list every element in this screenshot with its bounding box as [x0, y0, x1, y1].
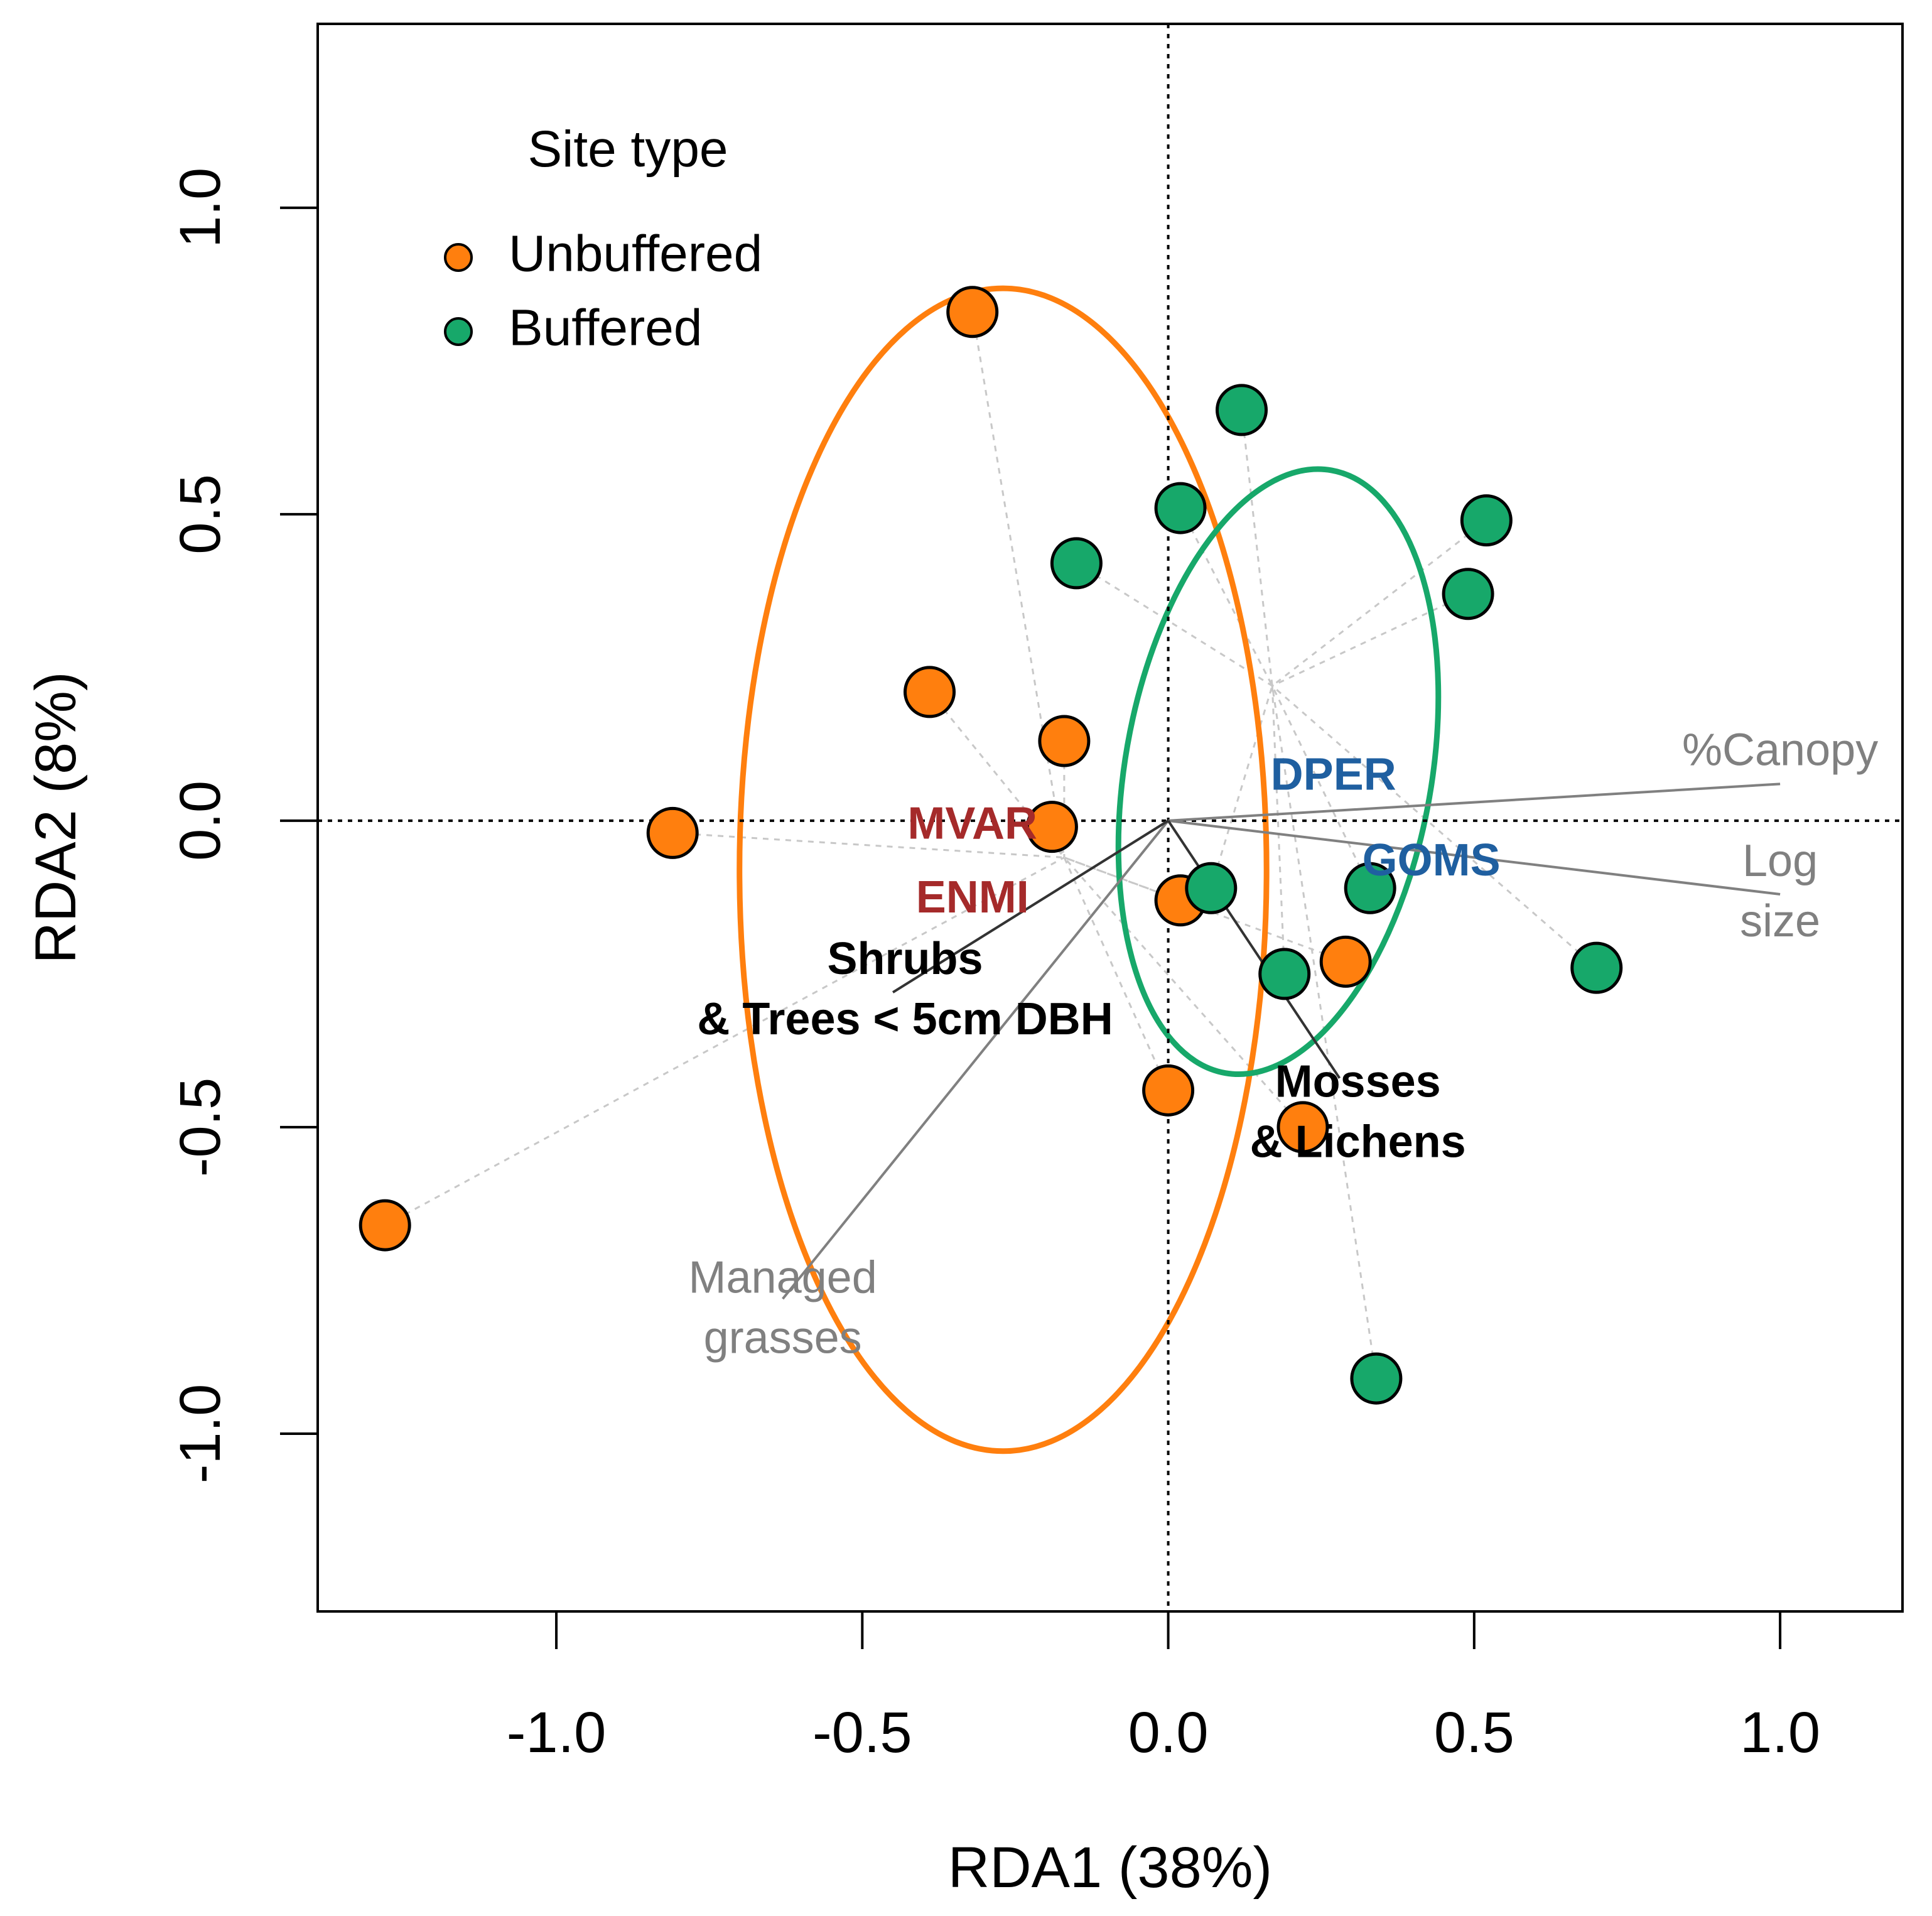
- spoke-buffered-4: [1271, 593, 1469, 687]
- site-points: [359, 286, 1623, 1405]
- vector-arrow-2: [782, 820, 1170, 1300]
- spoke-buffered-5: [1210, 685, 1273, 889]
- confidence-ellipses: [737, 285, 1442, 1454]
- vector-labels: MVAR ENMI DPER GOMS %Canopy Log size Managed gra…: [689, 725, 1879, 1363]
- spoke-buffered-6: [1271, 685, 1371, 889]
- ellipse-buffered: [1115, 466, 1442, 1078]
- species-label-goms: GOMS: [1363, 835, 1501, 885]
- vector-label-3-1: & Trees < 5cm DBH: [697, 994, 1113, 1044]
- spoke-buffered-8: [1271, 685, 1597, 969]
- x-tick-label-3: 0.5: [1434, 1701, 1514, 1765]
- species-label-mvar: MVAR: [907, 799, 1037, 849]
- species-label-dper: DPER: [1271, 750, 1396, 800]
- point-unbuffered-2: [1038, 715, 1091, 767]
- spoke-buffered-3: [1076, 562, 1273, 687]
- vector-label-0-0: %Canopy: [1682, 725, 1878, 776]
- spoke-unbuffered-3: [672, 831, 1065, 858]
- x-axis-label: RDA1 (38%): [948, 1836, 1272, 1900]
- x-tick-label-2: 0.0: [1128, 1701, 1209, 1765]
- site-spokes: [384, 311, 1597, 1379]
- vector-arrow-4: [1167, 820, 1341, 1079]
- point-buffered-7: [1258, 948, 1311, 1000]
- point-unbuffered-0: [946, 286, 999, 338]
- spoke-buffered-7: [1271, 686, 1286, 974]
- vector-label-1-1: size: [1740, 896, 1820, 946]
- point-unbuffered-7: [1142, 1064, 1195, 1117]
- vector-arrow-0: [1168, 782, 1781, 822]
- ellipse-unbuffered: [737, 285, 1270, 1454]
- environmental-vectors: [782, 782, 1781, 1300]
- point-buffered-0: [1216, 384, 1268, 436]
- species-label-enmi: ENMI: [916, 872, 1029, 923]
- legend: Site type Unbuffered Buffered: [444, 121, 762, 357]
- point-buffered-6: [1344, 862, 1396, 914]
- point-unbuffered-6: [1319, 935, 1372, 988]
- legend-title: Site type: [527, 121, 728, 178]
- reference-lines: [318, 24, 1902, 1611]
- point-unbuffered-1: [904, 666, 956, 718]
- point-buffered-1: [1154, 482, 1207, 534]
- spoke-buffered-1: [1179, 507, 1273, 686]
- vector-arrow-3: [892, 820, 1169, 993]
- y-tick-label-0: -1.0: [168, 1384, 232, 1484]
- x-tick-label-4: 1.0: [1740, 1701, 1820, 1765]
- legend-label-1: Buffered: [509, 300, 703, 357]
- point-buffered-4: [1442, 568, 1494, 620]
- spoke-unbuffered-0: [971, 311, 1066, 858]
- point-buffered-2: [1460, 494, 1513, 547]
- point-unbuffered-9: [359, 1199, 411, 1252]
- point-buffered-9: [1350, 1352, 1403, 1405]
- vector-label-2-0: Managed: [689, 1253, 877, 1303]
- spoke-unbuffered-8: [1063, 857, 1304, 1128]
- x-tick-label-0: -1.0: [507, 1701, 607, 1765]
- vector-label-4-1: & Lichens: [1250, 1117, 1466, 1167]
- y-tick-label-4: 1.0: [168, 168, 232, 248]
- y-tick-label-2: 0.0: [168, 781, 232, 861]
- y-axis-label: RDA2 (8%): [24, 671, 88, 963]
- vector-label-4-0: Mosses: [1275, 1056, 1441, 1107]
- axes: -1.0 -0.5 0.0 0.5 1.0 -1.0 -0.5 0.0 0.5 1.0 RDA1 (…: [24, 168, 1820, 1900]
- point-buffered-8: [1570, 941, 1623, 994]
- legend-label-0: Unbuffered: [509, 225, 762, 283]
- spoke-unbuffered-1: [929, 691, 1066, 858]
- spoke-buffered-9: [1271, 685, 1378, 1379]
- vector-arrow-1: [1168, 819, 1781, 896]
- y-tick-label-1: -0.5: [168, 1078, 232, 1177]
- x-tick-label-1: -0.5: [812, 1701, 912, 1765]
- point-buffered-3: [1050, 537, 1103, 590]
- y-tick-label-3: 0.5: [168, 474, 232, 555]
- legend-marker-0: [444, 243, 473, 272]
- vector-label-2-1: grasses: [704, 1313, 862, 1363]
- point-buffered-5: [1185, 862, 1238, 914]
- plot-frame: [316, 23, 1904, 1613]
- spoke-unbuffered-9: [384, 857, 1065, 1226]
- point-unbuffered-3: [646, 806, 699, 859]
- legend-marker-1: [444, 317, 473, 346]
- vector-label-1-0: Log: [1742, 836, 1818, 886]
- vector-label-3-0: Shrubs: [828, 934, 983, 984]
- point-unbuffered-8: [1276, 1101, 1329, 1154]
- spoke-unbuffered-7: [1063, 857, 1169, 1091]
- point-unbuffered-4: [1025, 801, 1078, 853]
- spoke-buffered-0: [1241, 409, 1273, 686]
